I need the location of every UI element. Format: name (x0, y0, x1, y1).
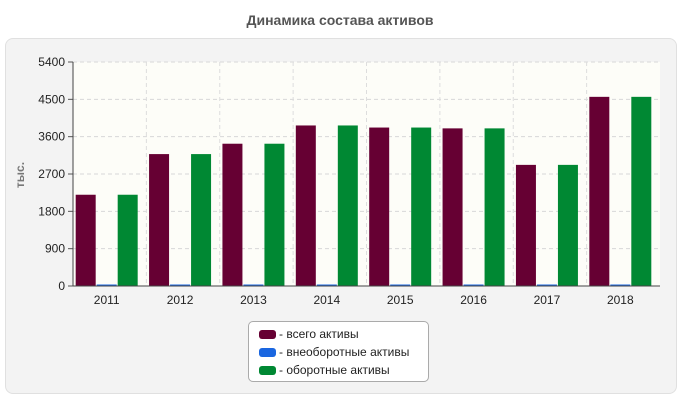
chart-legend: - всего активы - внеоборотные активы - о… (248, 321, 429, 382)
bar-current (117, 194, 138, 286)
bar-total (442, 128, 463, 286)
legend-label: - всего активы (279, 327, 359, 341)
bar-noncurrent (170, 284, 191, 286)
bar-noncurrent (610, 284, 631, 286)
legend-item: - оборотные активы (259, 361, 428, 379)
bar-total (149, 154, 170, 286)
y-axis-label: тыс. (13, 161, 27, 189)
chart-title: Динамика состава активов (246, 12, 434, 28)
bar-current (264, 143, 285, 286)
x-tick-label: 2017 (534, 293, 561, 307)
bar-current (337, 125, 358, 286)
y-tick-label: 2700 (38, 167, 65, 181)
bar-total (295, 125, 316, 286)
bar-total (515, 164, 536, 286)
bar-current (484, 128, 505, 286)
y-tick-label: 5400 (38, 55, 65, 69)
x-tick-label: 2012 (167, 293, 194, 307)
legend-label: - оборотные активы (279, 363, 390, 377)
x-tick-label: 2013 (240, 293, 267, 307)
bar-total (589, 96, 610, 286)
bar-noncurrent (390, 284, 411, 286)
bar-total (75, 194, 96, 286)
bar-total (222, 143, 243, 286)
legend-swatch-noncurrent (259, 347, 276, 357)
bar-total (369, 127, 390, 286)
legend-swatch-current (259, 365, 276, 375)
bar-current (557, 164, 578, 286)
bar-noncurrent (243, 284, 264, 286)
y-tick-label: 0 (58, 279, 65, 293)
x-tick-label: 2015 (387, 293, 414, 307)
bar-noncurrent (316, 284, 337, 286)
x-tick-label: 2011 (94, 293, 120, 307)
bar-current (191, 154, 212, 286)
bar-noncurrent (536, 284, 557, 286)
bar-current (631, 96, 652, 286)
legend-item: - внеоборотные активы (259, 343, 428, 361)
x-tick-label: 2016 (460, 293, 487, 307)
bar-noncurrent (463, 284, 484, 286)
y-tick-label: 900 (45, 242, 65, 256)
legend-label: - внеоборотные активы (279, 345, 410, 359)
legend-swatch-total (259, 329, 276, 339)
y-tick-label: 1800 (38, 204, 65, 218)
x-tick-label: 2014 (313, 293, 340, 307)
x-tick-label: 2018 (607, 293, 634, 307)
bar-noncurrent (96, 284, 117, 286)
y-tick-label: 4500 (38, 92, 65, 106)
legend-item: - всего активы (259, 325, 428, 343)
y-tick-label: 3600 (38, 130, 65, 144)
bar-current (411, 127, 432, 286)
